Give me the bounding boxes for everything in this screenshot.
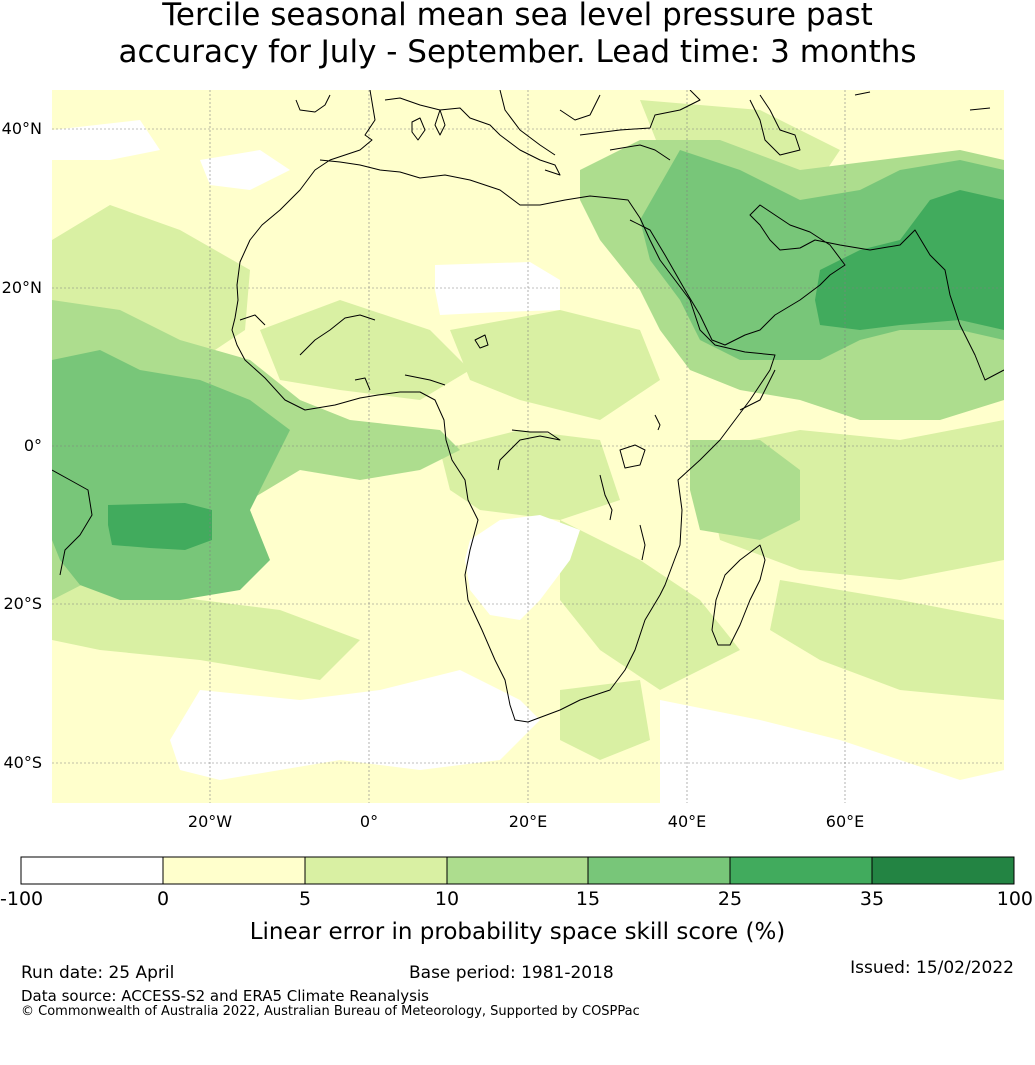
colorbar-tick-label: 10 xyxy=(434,888,460,910)
lon-tick-label: 40°E xyxy=(667,812,707,831)
colorbar-segment xyxy=(163,857,305,884)
graticule xyxy=(52,90,1004,803)
issued-date: Issued: 15/02/2022 xyxy=(850,958,1014,978)
skill-field xyxy=(52,90,1004,803)
colorbar-tick-label: 25 xyxy=(717,888,743,910)
colorbar-tick-label: -100 xyxy=(0,888,44,910)
data-source: Data source: ACCESS-S2 and ERA5 Climate … xyxy=(21,987,429,1005)
lon-tick-label: 20°W xyxy=(187,812,233,831)
colorbar-tick-label: 0 xyxy=(156,888,170,910)
colorbar-tick-label: 15 xyxy=(575,888,601,910)
colorbar-dividers xyxy=(162,857,873,884)
colorbar-segment xyxy=(305,857,447,884)
colorbar-tick-label: 100 xyxy=(996,888,1033,910)
colorbar-tick-label: 35 xyxy=(859,888,885,910)
colorbar-title: Linear error in probability space skill … xyxy=(249,919,786,945)
skill-zones-below-0 xyxy=(52,120,1004,803)
colorbar-tick-label: 5 xyxy=(298,888,312,910)
colorbar-outline xyxy=(20,856,1015,885)
colorbar xyxy=(20,856,1015,885)
lon-tick-label: 20°E xyxy=(508,812,548,831)
colorbar-segment xyxy=(21,857,163,884)
colorbar-segment xyxy=(872,857,1014,884)
lon-tick-label: 0° xyxy=(359,812,379,831)
colorbar-segment xyxy=(730,857,872,884)
lat-tick-label: 40°S xyxy=(3,753,42,772)
base-period: Base period: 1981-2018 xyxy=(409,963,614,983)
colorbar-segment xyxy=(447,857,588,884)
skill-zones-25-35 xyxy=(108,190,1004,550)
lon-tick-label: 60°E xyxy=(825,812,865,831)
colorbar-segment xyxy=(588,857,730,884)
lat-tick-label: 20°S xyxy=(3,594,42,613)
lat-tick-label: 20°N xyxy=(1,278,42,297)
lat-tick-label: 0° xyxy=(23,436,42,455)
lat-tick-label: 40°N xyxy=(1,119,42,138)
copyright: © Commonwealth of Australia 2022, Austra… xyxy=(21,1004,640,1019)
map-title-line-2: accuracy for July - September. Lead time… xyxy=(118,34,917,70)
run-date: Run date: 25 April xyxy=(21,963,175,983)
coastlines xyxy=(52,90,1004,723)
map-title-line-1: Tercile seasonal mean sea level pressure… xyxy=(162,0,873,33)
